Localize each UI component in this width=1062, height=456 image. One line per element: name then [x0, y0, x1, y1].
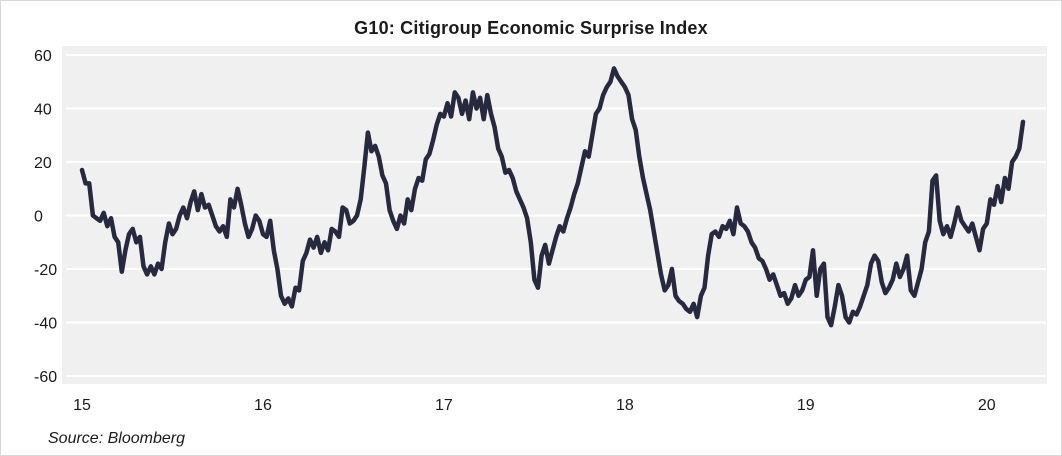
series-line — [79, 66, 1026, 328]
source-note: Source: Bloomberg — [48, 430, 185, 447]
x-tick-label: 18 — [616, 397, 634, 414]
y-tick-label: 0 — [34, 209, 43, 226]
y-tick-label: 20 — [34, 155, 52, 172]
y-tick-label: -40 — [34, 316, 57, 333]
x-tick-label: 16 — [254, 397, 272, 414]
x-tick-label: 19 — [797, 397, 815, 414]
y-tick-label: -20 — [34, 262, 57, 279]
y-tick-label: 60 — [34, 48, 52, 65]
x-tick-label: 17 — [435, 397, 453, 414]
chart-title: G10: Citigroup Economic Surprise Index — [354, 18, 708, 38]
y-tick-label: 40 — [34, 102, 52, 119]
x-tick-label: 15 — [73, 397, 91, 414]
y-tick-label: -60 — [34, 369, 57, 386]
x-tick-label: 20 — [978, 397, 996, 414]
